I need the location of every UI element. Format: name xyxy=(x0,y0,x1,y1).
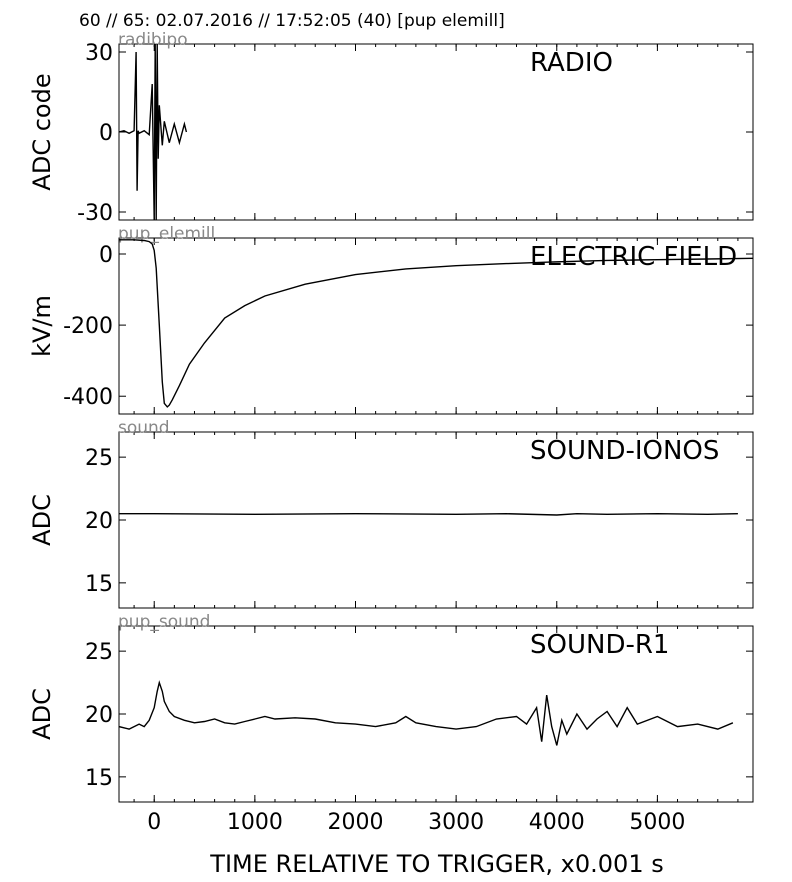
x-tick-label: 5000 xyxy=(629,810,685,835)
y-tick-label: 20 xyxy=(85,509,113,534)
channel-label: radibipo xyxy=(118,30,188,50)
y-tick-label: 20 xyxy=(85,703,113,728)
y-tick-label: -200 xyxy=(63,314,113,339)
y-tick-label: 0 xyxy=(99,121,113,146)
panel-title: RADIO xyxy=(530,48,613,78)
x-tick-label: 3000 xyxy=(428,810,484,835)
series-line xyxy=(119,512,738,516)
y-axis-label: ADC xyxy=(28,688,56,740)
x-tick-label: 4000 xyxy=(529,810,585,835)
y-tick-label: 25 xyxy=(85,640,113,665)
panel-3: 25 20 15 ADC sound SOUND-IONOS xyxy=(28,418,754,609)
panel-2: 0 -200 -400 kV/m pup_elemill ELECTRIC FIELD xyxy=(28,224,754,415)
channel-label: sound xyxy=(118,418,170,438)
series-line xyxy=(119,680,734,746)
y-tick-label: -400 xyxy=(63,385,113,410)
figure-title: 60 // 65: 02.07.2016 // 17:52:05 (40) [p… xyxy=(79,11,505,31)
y-tick-label: 0 xyxy=(99,243,113,268)
series-line xyxy=(119,239,753,408)
panel-title: SOUND-R1 xyxy=(530,630,669,660)
y-tick-label: 15 xyxy=(85,572,113,597)
channel-label: pup_sound xyxy=(118,612,210,632)
x-tick-label: 2000 xyxy=(327,810,383,835)
y-tick-label: 25 xyxy=(85,446,113,471)
panel-4: 25 20 15 ADC pup_sound SOUND-R1 0 1000 2000 3000 4… xyxy=(28,612,754,835)
panel-title: ELECTRIC FIELD xyxy=(530,242,737,272)
channel-label: pup_elemill xyxy=(118,224,215,244)
panel-title: SOUND-IONOS xyxy=(530,436,719,466)
series-line xyxy=(119,44,188,220)
y-axis-label: ADC code xyxy=(28,73,56,190)
y-axis-label: ADC xyxy=(28,494,56,546)
y-tick-label: 15 xyxy=(85,766,113,791)
x-tick-label: 0 xyxy=(147,810,161,835)
y-tick-label: 30 xyxy=(85,41,113,66)
x-tick-label: 1000 xyxy=(227,810,283,835)
y-axis-label: kV/m xyxy=(28,295,56,357)
y-tick-label: -30 xyxy=(77,201,113,226)
panel-1: 30 0 -30 ADC code radibipo RADIO xyxy=(28,30,754,226)
plot-frame xyxy=(118,43,754,221)
x-axis-label: TIME RELATIVE TO TRIGGER, x0.001 s xyxy=(209,850,663,878)
